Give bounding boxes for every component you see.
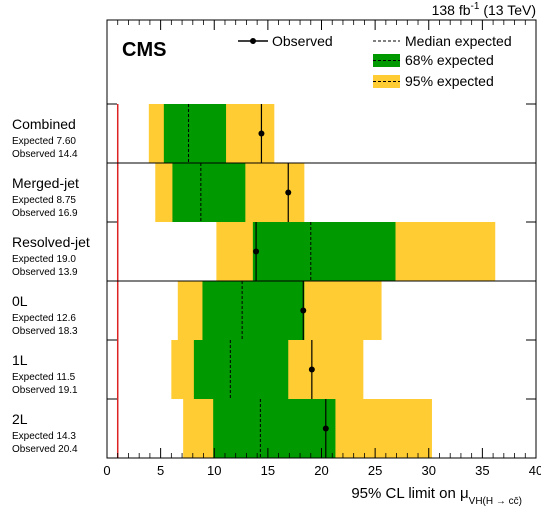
observed-markers-layer xyxy=(253,104,329,458)
legend-68-swatch xyxy=(373,54,400,67)
bands-layer xyxy=(148,104,496,458)
observed-marker-merged-jet xyxy=(285,189,292,196)
observed-marker-2l xyxy=(322,425,329,432)
x-tick-label-10: 10 xyxy=(207,463,221,478)
category-observed-combined: Observed 14.4 xyxy=(12,149,78,160)
band68-0l xyxy=(202,281,305,340)
category-expected-0l: Expected 12.6 xyxy=(12,313,76,324)
category-observed-merged-jet: Observed 16.9 xyxy=(12,208,78,219)
x-tick-label-40: 40 xyxy=(529,463,541,478)
y-tick-marks xyxy=(107,103,536,400)
band68-merged-jet xyxy=(172,163,246,222)
observed-marker-0l xyxy=(300,307,307,314)
band68-combined xyxy=(163,104,227,163)
category-expected-2l: Expected 14.3 xyxy=(12,431,76,442)
legend-observed-label: Observed xyxy=(272,33,333,49)
category-observed-2l: Observed 20.4 xyxy=(12,444,78,455)
category-name-combined: Combined xyxy=(12,116,76,132)
x-tick-label-25: 25 xyxy=(368,463,382,478)
band68-2l xyxy=(213,399,336,458)
band68-1l xyxy=(193,340,289,399)
legend-95-swatch xyxy=(373,75,400,88)
x-tick-label-5: 5 xyxy=(157,463,164,478)
category-expected-combined: Expected 7.60 xyxy=(12,136,76,147)
category-labels: Combined Expected 7.60 Observed 14.4 Merged… xyxy=(12,116,90,455)
category-name-resolved-jet: Resolved-jet xyxy=(12,234,90,250)
category-observed-resolved-jet: Observed 13.9 xyxy=(12,267,78,278)
x-tick-label-15: 15 xyxy=(261,463,275,478)
luminosity-label: 138 fb-1 (13 TeV) xyxy=(432,1,536,18)
legend: Observed Median expected 68% expected 95… xyxy=(238,33,512,89)
category-observed-1l: Observed 19.1 xyxy=(12,385,78,396)
category-name-0l: 0L xyxy=(12,293,28,309)
x-tick-label-35: 35 xyxy=(475,463,489,478)
category-name-merged-jet: Merged-jet xyxy=(12,175,79,191)
category-expected-1l: Expected 11.5 xyxy=(12,372,76,383)
observed-marker-resolved-jet xyxy=(253,248,260,255)
x-tick-label-0: 0 xyxy=(103,463,110,478)
band68-resolved-jet xyxy=(252,222,396,281)
legend-95-label: 95% expected xyxy=(405,73,494,89)
legend-median-label: Median expected xyxy=(405,33,512,49)
category-name-1l: 1L xyxy=(12,352,28,368)
legend-observed-marker xyxy=(250,38,256,44)
category-expected-merged-jet: Expected 8.75 xyxy=(12,195,76,206)
category-expected-resolved-jet: Expected 19.0 xyxy=(12,254,76,265)
experiment-label: CMS xyxy=(122,39,166,61)
legend-68-label: 68% expected xyxy=(405,52,494,68)
axis-ticks: 0 5 10 15 20 25 30 35 40 xyxy=(103,20,541,478)
x-axis-title: 95% CL limit on μVH(H → cc̄) xyxy=(351,485,522,507)
separator-lines-layer xyxy=(107,162,536,282)
x-tick-label-30: 30 xyxy=(422,463,436,478)
category-observed-0l: Observed 18.3 xyxy=(12,326,78,337)
observed-marker-combined xyxy=(258,130,265,137)
x-tick-label-20: 20 xyxy=(314,463,328,478)
observed-marker-1l xyxy=(308,366,315,373)
category-name-2l: 2L xyxy=(12,411,28,427)
